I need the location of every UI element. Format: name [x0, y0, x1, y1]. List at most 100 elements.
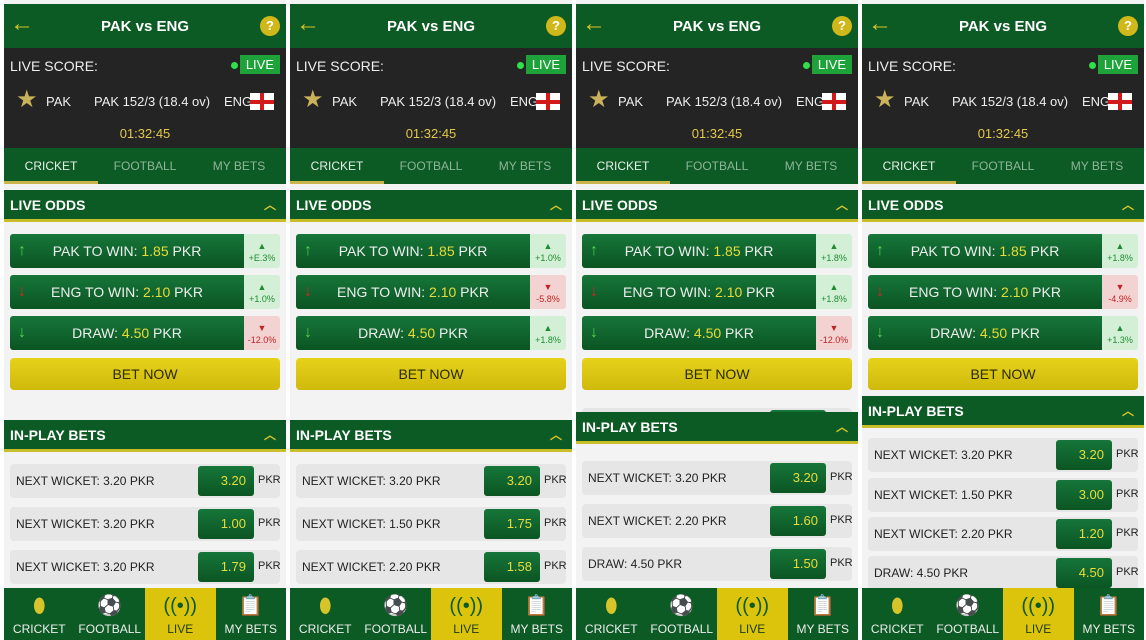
tab-cricket[interactable]: CRICKET [862, 148, 956, 184]
nav-football[interactable]: ⚽ FOOTBALL [75, 588, 146, 640]
nav-live[interactable]: ((•)) LIVE [431, 588, 502, 640]
tab-my-bets[interactable]: MY BETS [784, 159, 838, 173]
odds-row[interactable]: ↓ DRAW: 4.50 PKR ▼ -12.0% [582, 316, 852, 350]
tab-cricket[interactable]: CRICKET [4, 148, 98, 184]
odds-button[interactable]: ↑ PAK TO WIN: 1.85 PKR [296, 234, 530, 268]
odds-row[interactable]: ↓ ENG TO WIN: 2.10 PKR ▼ -5.8% [296, 275, 566, 309]
chevron-up-icon[interactable]: ︿ [1121, 404, 1134, 418]
in-play-header[interactable]: IN-PLAY BETS ︿ [4, 420, 286, 452]
list-item[interactable]: NEXT WICKET: 3.20 PKR 3.20 PKR [868, 438, 1139, 472]
nav-cricket[interactable]: ⬮ CRICKET [4, 588, 75, 640]
odds-value-button[interactable]: 3.20 [770, 463, 826, 493]
tab-football[interactable]: FOOTBALL [113, 159, 177, 173]
chevron-up-icon[interactable]: ︿ [263, 428, 276, 442]
chevron-up-icon[interactable]: ︿ [263, 198, 276, 212]
nav-live[interactable]: ((•)) LIVE [145, 588, 216, 640]
odds-button[interactable]: ↓ DRAW: 4.50 PKR [296, 316, 530, 350]
nav-live[interactable]: ((•)) LIVE [717, 588, 788, 640]
odds-value-button[interactable]: 1.58 [484, 552, 540, 582]
tab-my-bets[interactable]: MY BETS [212, 159, 266, 173]
live-odds-header[interactable]: LIVE ODDS ︿ [4, 190, 286, 222]
list-item[interactable]: NEXT WICKET: 3.20 PKR 3.20 PKR [582, 461, 853, 495]
nav-football[interactable]: ⚽ FOOTBALL [647, 588, 718, 640]
odds-row[interactable]: ↑ PAK TO WIN: 1.85 PKR ▲ +1.0% [296, 234, 566, 268]
odds-row[interactable]: ↓ DRAW: 4.50 PKR ▲ +1.8% [296, 316, 566, 350]
chevron-up-icon[interactable]: ︿ [1121, 198, 1134, 212]
odds-value-button[interactable]: 1.50 [770, 549, 826, 579]
list-item[interactable]: NEXT WICKET: 3.20 PKR 3.20 PKR [10, 464, 281, 498]
tab-my-bets[interactable]: MY BETS [498, 159, 552, 173]
odds-button[interactable]: ↓ ENG TO WIN: 2.10 PKR [582, 275, 816, 309]
live-odds-header[interactable]: LIVE ODDS ︿ [290, 190, 572, 222]
chevron-up-icon[interactable]: ︿ [549, 198, 562, 212]
tab-football[interactable]: FOOTBALL [685, 159, 749, 173]
odds-button[interactable]: ↓ DRAW: 4.50 PKR [582, 316, 816, 350]
nav-football[interactable]: ⚽ FOOTBALL [361, 588, 432, 640]
odds-button[interactable]: ↓ ENG TO WIN: 2.10 PKR [296, 275, 530, 309]
tab-my-bets[interactable]: MY BETS [1070, 159, 1124, 173]
odds-row[interactable]: ↓ ENG TO WIN: 2.10 PKR ▲ +1.8% [582, 275, 852, 309]
nav-cricket[interactable]: ⬮ CRICKET [576, 588, 647, 640]
odds-row[interactable]: ↓ ENG TO WIN: 2.10 PKR ▼ -4.9% [868, 275, 1138, 309]
chevron-up-icon[interactable]: ︿ [835, 420, 848, 434]
list-item[interactable]: NEXT WICKET: 3.20 PKR 1.00 PKR [10, 507, 281, 541]
back-arrow-icon[interactable]: ← [868, 10, 892, 37]
list-item[interactable]: NEXT WICKET: 2.20 PKR 1.58 PKR [296, 550, 567, 584]
odds-value-button[interactable]: 1.60 [770, 506, 826, 536]
list-item[interactable]: NEXT WICKET: 2.20 PKR 1.60 PKR [582, 504, 853, 538]
help-button[interactable]: ? [1118, 16, 1138, 36]
nav-cricket[interactable]: ⬮ CRICKET [290, 588, 361, 640]
back-arrow-icon[interactable]: ← [582, 10, 606, 37]
list-item[interactable]: DRAW: 4.50 PKR 1.50 PKR [582, 547, 853, 581]
back-arrow-icon[interactable]: ← [10, 10, 34, 37]
list-item[interactable]: NEXT WICKET: 3.20 PKR 1.79 PKR [10, 550, 281, 584]
help-button[interactable]: ? [832, 16, 852, 36]
odds-value-button[interactable]: 4.50 [1056, 558, 1112, 588]
bet-now-button[interactable]: BET NOW [10, 358, 280, 390]
odds-button[interactable]: ↓ ENG TO WIN: 2.10 PKR [868, 275, 1102, 309]
tab-football[interactable]: FOOTBALL [971, 159, 1035, 173]
nav-my-bets[interactable]: 📋 MY BETS [216, 588, 287, 640]
odds-value-button[interactable]: 3.20 [484, 466, 540, 496]
in-play-header[interactable]: IN-PLAY BETS ︿ [862, 396, 1144, 428]
odds-value-button[interactable]: 1.00 [198, 509, 254, 539]
bet-now-button[interactable]: BET NOW [296, 358, 566, 390]
odds-row[interactable]: ↑ PAK TO WIN: 1.85 PKR ▲ +1.8% [582, 234, 852, 268]
nav-football[interactable]: ⚽ FOOTBALL [933, 588, 1004, 640]
list-item[interactable]: NEXT WICKET: 1.50 PKR 1.75 PKR [296, 507, 567, 541]
odds-button[interactable]: ↓ ENG TO WIN: 2.10 PKR [10, 275, 244, 309]
odds-button[interactable]: ↑ PAK TO WIN: 1.85 PKR [582, 234, 816, 268]
odds-value-button[interactable]: 3.20 [198, 466, 254, 496]
in-play-header[interactable]: IN-PLAY BETS ︿ [576, 412, 858, 444]
tab-cricket[interactable]: CRICKET [290, 148, 384, 184]
live-odds-header[interactable]: LIVE ODDS ︿ [862, 190, 1144, 222]
odds-row[interactable]: ↓ ENG TO WIN: 2.10 PKR ▲ +1.0% [10, 275, 280, 309]
nav-live[interactable]: ((•)) LIVE [1003, 588, 1074, 640]
odds-value-button[interactable]: 3.00 [1056, 480, 1112, 510]
nav-my-bets[interactable]: 📋 MY BETS [1074, 588, 1145, 640]
bet-now-button[interactable]: BET NOW [868, 358, 1138, 390]
odds-button[interactable]: ↑ PAK TO WIN: 1.85 PKR [10, 234, 244, 268]
odds-value-button[interactable]: 1.20 [1056, 519, 1112, 549]
help-button[interactable]: ? [546, 16, 566, 36]
nav-my-bets[interactable]: 📋 MY BETS [788, 588, 859, 640]
bet-now-button[interactable]: BET NOW [582, 358, 852, 390]
chevron-up-icon[interactable]: ︿ [549, 428, 562, 442]
odds-value-button[interactable]: 1.75 [484, 509, 540, 539]
odds-button[interactable]: ↓ DRAW: 4.50 PKR [868, 316, 1102, 350]
in-play-header[interactable]: IN-PLAY BETS ︿ [290, 420, 572, 452]
list-item[interactable]: NEXT WICKET: 1.50 PKR 3.00 PKR [868, 478, 1139, 512]
odds-row[interactable]: ↑ PAK TO WIN: 1.85 PKR ▲ +E.3% [10, 234, 280, 268]
odds-row[interactable]: ↑ PAK TO WIN: 1.85 PKR ▲ +1.8% [868, 234, 1138, 268]
back-arrow-icon[interactable]: ← [296, 10, 320, 37]
odds-button[interactable]: ↑ PAK TO WIN: 1.85 PKR [868, 234, 1102, 268]
nav-cricket[interactable]: ⬮ CRICKET [862, 588, 933, 640]
odds-row[interactable]: ↓ DRAW: 4.50 PKR ▼ -12.0% [10, 316, 280, 350]
odds-value-button[interactable]: 3.20 [1056, 440, 1112, 470]
tab-cricket[interactable]: CRICKET [576, 148, 670, 184]
chevron-up-icon[interactable]: ︿ [835, 198, 848, 212]
nav-my-bets[interactable]: 📋 MY BETS [502, 588, 573, 640]
live-odds-header[interactable]: LIVE ODDS ︿ [576, 190, 858, 222]
odds-value-button[interactable]: 1.79 [198, 552, 254, 582]
help-button[interactable]: ? [260, 16, 280, 36]
